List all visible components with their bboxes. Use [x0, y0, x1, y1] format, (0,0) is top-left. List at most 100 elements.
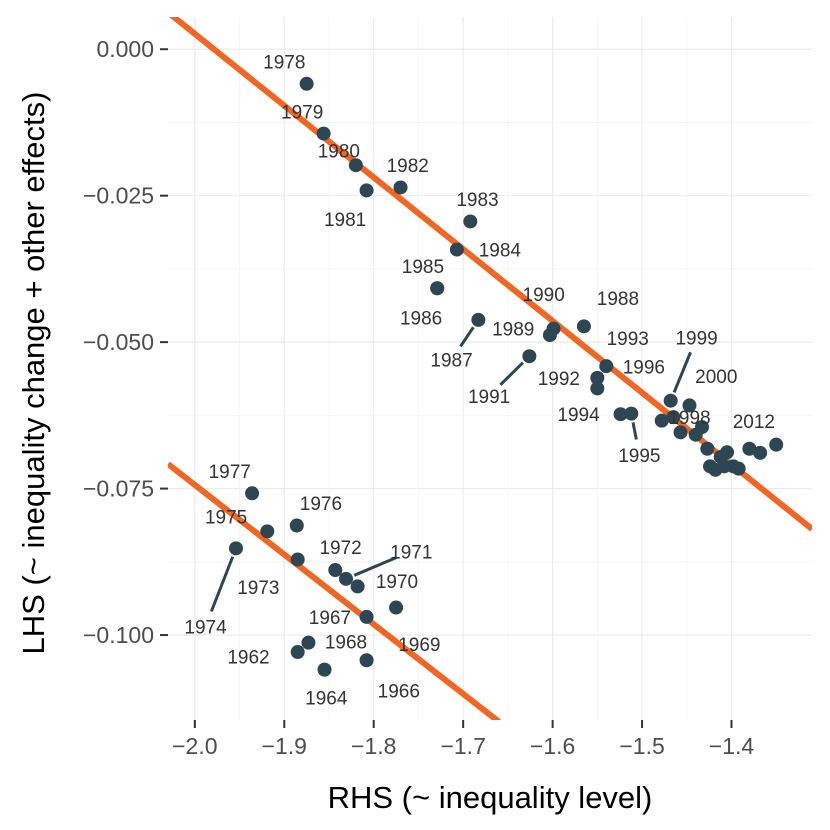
data-point	[348, 158, 363, 173]
data-point	[700, 441, 715, 456]
point-label: 1993	[607, 329, 649, 350]
data-point	[673, 425, 688, 440]
point-label: 2012	[733, 412, 775, 433]
label-leader-line	[209, 556, 235, 612]
data-point	[393, 180, 408, 195]
point-label: 1982	[387, 156, 429, 177]
label-leader-line	[631, 422, 638, 440]
point-label: 1992	[538, 369, 580, 390]
data-point	[245, 486, 260, 501]
point-label: 1973	[237, 578, 279, 599]
y-tick-label: −0.075	[83, 476, 154, 502]
data-point	[359, 183, 374, 198]
x-tick-label: −1.5	[619, 733, 664, 759]
point-label: 1968	[325, 632, 367, 653]
point-label: 1974	[184, 617, 227, 638]
fit-line	[169, 17, 812, 532]
point-label: 1971	[390, 542, 432, 563]
point-label: 1995	[618, 446, 660, 467]
data-point	[471, 312, 486, 327]
point-label: 1976	[300, 494, 342, 515]
grid-layer	[168, 17, 812, 720]
x-axis-title: RHS (~ inequality level)	[328, 780, 653, 815]
point-label: 1967	[309, 608, 351, 629]
point-label: 1985	[402, 257, 444, 278]
data-point	[290, 645, 305, 660]
point-label: 1969	[398, 635, 440, 656]
point-label: 1970	[376, 572, 418, 593]
point-label: 1988	[597, 289, 639, 310]
point-label: 1980	[318, 142, 360, 163]
x-tick-label: −1.6	[530, 733, 575, 759]
x-tick-label: −1.9	[262, 733, 307, 759]
data-point	[590, 381, 605, 396]
data-point	[613, 407, 628, 422]
data-point	[463, 214, 478, 229]
data-point	[228, 541, 243, 556]
data-point	[682, 398, 697, 413]
data-point	[289, 518, 304, 533]
data-point	[317, 662, 332, 677]
data-point	[742, 441, 757, 456]
data-point	[654, 413, 669, 428]
point-label: 1972	[319, 538, 361, 559]
data-point	[576, 319, 591, 334]
point-label-layer: 1962 1964 1966 1967 1968 1969 1970 1971 1972 1973…	[184, 53, 775, 710]
y-tick-label: 0.000	[96, 36, 154, 62]
x-tick-label: −2.0	[172, 733, 217, 759]
data-point	[359, 653, 374, 668]
point-label: 1964	[305, 689, 348, 710]
data-point	[731, 461, 746, 476]
y-tick-label: −0.100	[83, 622, 154, 648]
axis-layer: −2.0 −1.9 −1.8 −1.7 −1.6 −1.5 −1.4 0.000 −0.025 −…	[83, 36, 754, 759]
point-label: 1991	[468, 387, 510, 408]
fit-line	[168, 461, 501, 720]
data-point	[590, 370, 605, 385]
data-point	[449, 242, 464, 257]
data-point	[301, 635, 316, 650]
data-point	[694, 420, 709, 435]
data-point	[522, 349, 537, 364]
point-label: 1990	[523, 285, 565, 306]
data-point	[359, 609, 374, 624]
point-label: 1996	[623, 358, 665, 379]
y-tick-label: −0.050	[83, 329, 154, 355]
point-label: 1986	[400, 309, 442, 330]
data-point	[624, 406, 639, 421]
data-point	[430, 281, 445, 296]
data-point	[599, 359, 614, 374]
data-point	[389, 600, 404, 615]
data-point	[663, 393, 678, 408]
data-point	[316, 126, 331, 141]
leader-layer	[209, 326, 692, 612]
label-leader-line	[459, 326, 475, 348]
point-label: 1981	[324, 210, 366, 231]
point-label: 1979	[281, 102, 323, 123]
data-point	[350, 579, 365, 594]
y-axis-title: LHS (~ inequality change + other effects…	[16, 92, 51, 655]
point-label: 1977	[209, 462, 251, 483]
label-leader-line	[353, 556, 398, 577]
data-point	[666, 410, 681, 425]
data-point	[753, 445, 768, 460]
label-leader-line	[672, 351, 692, 393]
point-label: 1962	[227, 648, 269, 669]
point-label: 2000	[695, 367, 737, 388]
point-label: 1987	[430, 351, 472, 372]
data-point	[290, 552, 305, 567]
point-label: 1989	[492, 320, 534, 341]
data-point	[328, 563, 343, 578]
x-tick-label: −1.7	[440, 733, 485, 759]
data-point	[542, 328, 557, 343]
data-point	[769, 437, 784, 452]
point-label: 1975	[205, 508, 247, 529]
label-leader-line	[499, 361, 525, 386]
point-label: 1994	[557, 405, 600, 426]
x-tick-label: −1.8	[351, 733, 396, 759]
point-label: 1966	[378, 682, 420, 703]
y-tick-label: −0.025	[83, 183, 154, 209]
point-layer	[228, 76, 784, 677]
data-point	[338, 571, 353, 586]
data-point	[720, 445, 735, 460]
